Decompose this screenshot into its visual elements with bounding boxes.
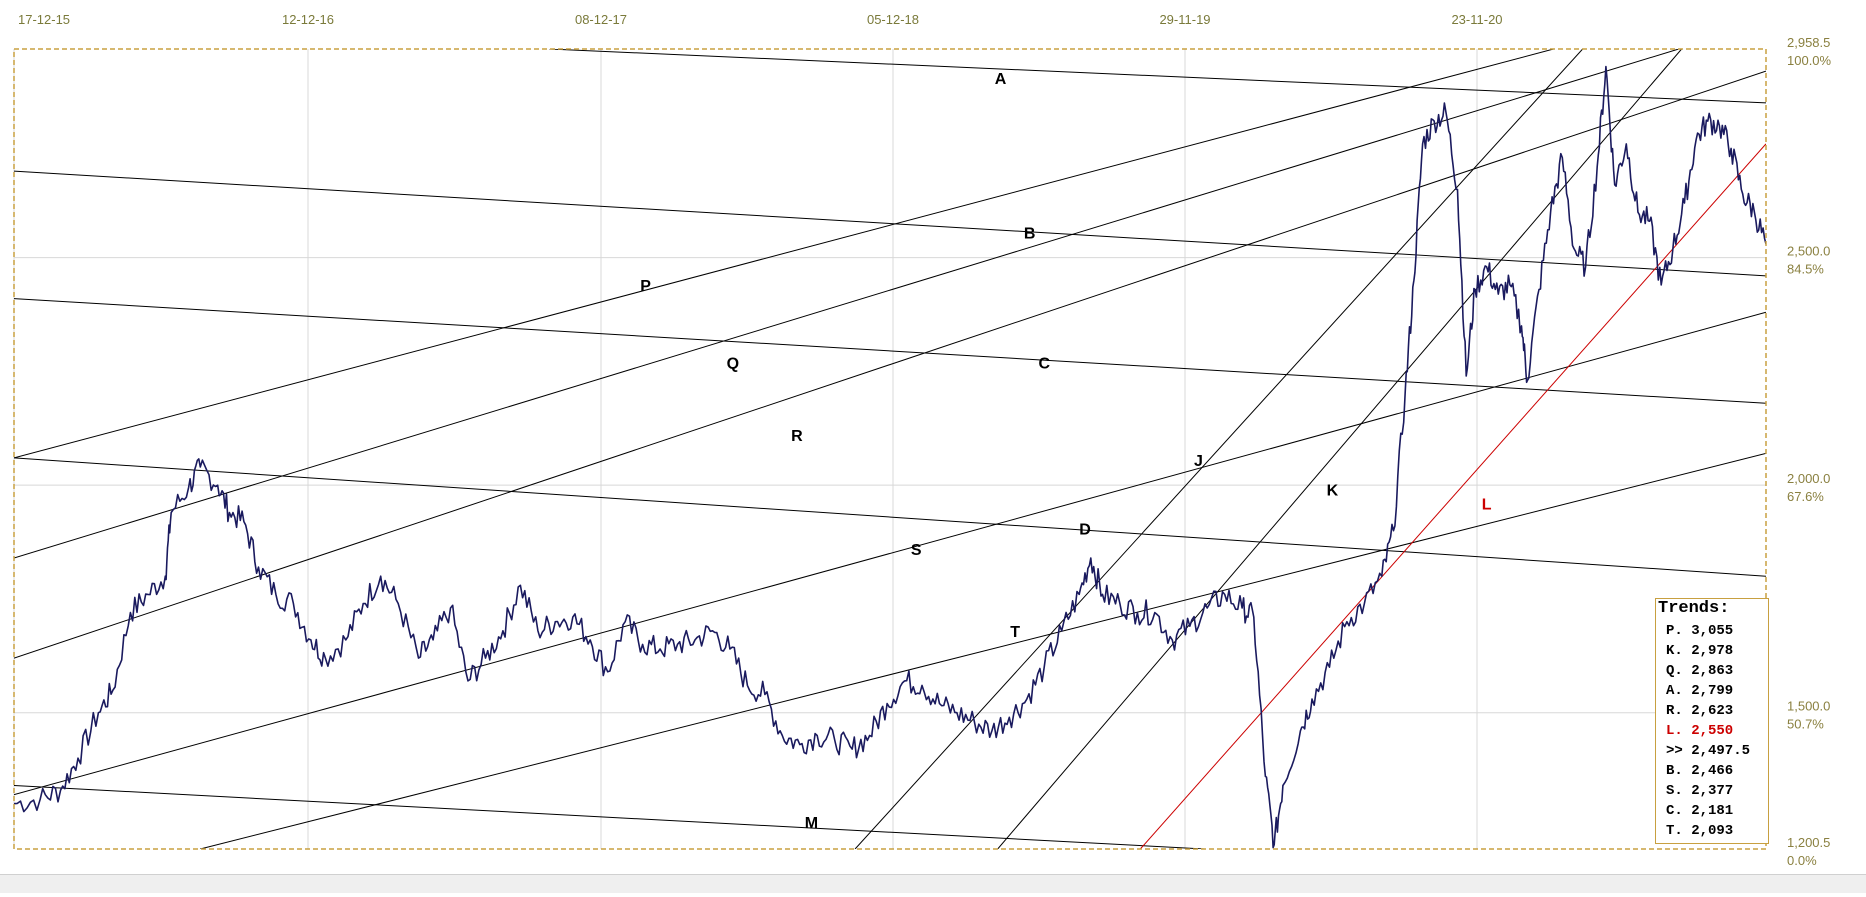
bottom-scrollbar[interactable] (0, 874, 1866, 893)
x-tick-label: 29-11-19 (1159, 12, 1210, 27)
trendline-label-d: D (1079, 521, 1091, 538)
trendlines (14, 49, 1766, 849)
trendline-label-c: C (1038, 355, 1050, 372)
trends-legend-item: R. 2,623 (1666, 703, 1734, 719)
trends-legend-item: B. 2,466 (1666, 763, 1734, 779)
y-tick-percent: 67.6% (1787, 489, 1824, 504)
trendline-r (14, 70, 1766, 659)
trendline-p (14, 49, 1554, 459)
price-series (14, 65, 1766, 849)
trendline-label-q: Q (727, 355, 739, 372)
trends-legend: Trends: P. 3,055 K. 2,978 Q. 2,863 A. 2,799… (1655, 598, 1769, 844)
x-tick-label: 17-12-15 (18, 12, 70, 27)
trendline-q (14, 49, 1679, 559)
x-tick-label: 05-12-18 (867, 12, 919, 27)
trendline-k (997, 49, 1682, 849)
trendline-l (1139, 143, 1766, 849)
price-line (14, 65, 1766, 849)
trendline-label-a: A (995, 71, 1007, 88)
y-tick-value: 1,500.0 (1787, 699, 1830, 714)
trends-legend-item: Q. 2,863 (1666, 663, 1734, 679)
trendline-label-k: K (1327, 483, 1339, 500)
trendline-j (854, 49, 1584, 849)
y-tick-value: 2,000.0 (1787, 471, 1830, 486)
y-tick-percent: 0.0% (1787, 853, 1817, 868)
y-tick-percent: 100.0% (1787, 53, 1832, 68)
trendline-label-t: T (1010, 624, 1020, 641)
trends-legend-item: A. 2,799 (1666, 683, 1734, 699)
trendline-labels: A B C D M P Q R S T J K L (640, 71, 1492, 832)
x-axis-ticks: 17-12-15 12-12-16 08-12-17 05-12-18 29-11-19… (18, 12, 1503, 27)
y-axis-ticks: 2,958.5 100.0% 2,500.0 84.5% 2,000.0 67.6% 1,5… (1787, 35, 1832, 868)
trends-legend-item: C. 2,181 (1666, 803, 1734, 819)
x-tick-label: 12-12-16 (282, 12, 334, 27)
trendline-s (14, 311, 1766, 796)
trends-legend-item: S. 2,377 (1666, 783, 1734, 799)
x-tick-label: 08-12-17 (575, 12, 627, 27)
plot-frame (13, 48, 1767, 850)
trends-legend-item: K. 2,978 (1666, 643, 1734, 659)
grid-lines (13, 49, 1766, 849)
trends-legend-item: >> 2,497.5 (1666, 743, 1751, 759)
trendline-m (14, 785, 1205, 849)
x-tick-label: 23-11-20 (1451, 12, 1502, 27)
trendline-a (549, 49, 1766, 104)
trendline-t (200, 452, 1766, 849)
trendline-label-b: B (1024, 226, 1036, 243)
trendline-c (14, 298, 1766, 404)
trendline-b (14, 170, 1766, 277)
trends-legend-title: Trends: (1658, 599, 1730, 618)
trendline-label-m: M (805, 815, 818, 832)
trendline-label-r: R (791, 428, 803, 445)
trends-legend-item: T. 2,093 (1666, 823, 1734, 839)
trendline-label-s: S (911, 542, 922, 559)
y-tick-percent: 84.5% (1787, 262, 1824, 277)
trendline-label-p: P (640, 278, 651, 295)
y-tick-value: 2,958.5 (1787, 35, 1830, 50)
trends-legend-item: L. 2,550 (1666, 723, 1734, 739)
trendline-label-j: J (1194, 453, 1203, 470)
y-tick-value: 1,200.5 (1787, 835, 1830, 850)
trendline-label-l: L (1482, 496, 1492, 513)
trends-legend-item: P. 3,055 (1666, 623, 1734, 639)
trendline-d (14, 457, 1766, 577)
y-tick-value: 2,500.0 (1787, 244, 1830, 259)
y-tick-percent: 50.7% (1787, 717, 1824, 732)
